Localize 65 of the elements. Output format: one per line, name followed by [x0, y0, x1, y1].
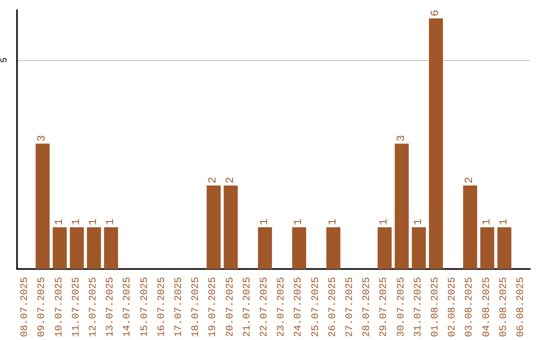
x-tick-label: 27.07.2025 — [344, 276, 356, 338]
data-label: 1 — [498, 218, 510, 226]
x-tick-label: 06.08.2025 — [516, 276, 527, 338]
bar — [104, 227, 118, 269]
x-tick-label: 15.07.2025 — [140, 276, 151, 338]
x-tick-label: 30.07.2025 — [396, 276, 408, 338]
bar — [497, 227, 512, 269]
data-label: 1 — [378, 218, 391, 226]
bar — [292, 227, 306, 269]
x-tick-label: 22.07.2025 — [259, 276, 270, 338]
bar — [86, 227, 101, 269]
bar — [428, 18, 443, 269]
x-tick-label: 02.08.2025 — [448, 276, 459, 338]
x-tick-label: 04.08.2025 — [482, 276, 493, 338]
bar — [36, 144, 50, 269]
y-tick-label: 5 — [0, 57, 10, 63]
data-label: 6 — [430, 10, 442, 16]
x-tick-label: 23.07.2025 — [276, 276, 288, 338]
data-label: 1 — [105, 218, 118, 226]
bar — [258, 227, 272, 269]
data-label: 3 — [396, 135, 408, 142]
x-tick-label: 17.07.2025 — [174, 276, 185, 338]
data-label: 2 — [208, 176, 220, 184]
x-tick-label: 26.07.2025 — [328, 276, 339, 338]
bar — [70, 227, 84, 269]
x-tick-label: 25.07.2025 — [310, 276, 322, 338]
data-label: 3 — [36, 135, 49, 142]
data-label: 1 — [70, 218, 83, 226]
x-tick-label: 14.07.2025 — [122, 276, 134, 338]
x-tick-label: 24.07.2025 — [294, 276, 305, 338]
bar — [378, 227, 392, 269]
x-tick-label: 08.07.2025 — [20, 276, 32, 338]
data-label: 2 — [464, 176, 476, 184]
x-tick-label: 03.08.2025 — [464, 276, 476, 338]
x-tick-label: 16.07.2025 — [156, 276, 168, 338]
x-tick-label: 12.07.2025 — [88, 276, 100, 338]
x-tick-label: 10.07.2025 — [54, 276, 66, 338]
x-tick-label: 01.08.2025 — [430, 276, 442, 338]
x-tick-label: 13.07.2025 — [106, 276, 117, 338]
x-tick-label: 21.07.2025 — [242, 276, 254, 338]
x-tick-label: 31.07.2025 — [413, 276, 424, 338]
bar — [480, 227, 494, 269]
data-label: 1 — [481, 218, 494, 226]
bar — [412, 227, 426, 269]
bar — [52, 227, 67, 269]
x-tick-label: 20.07.2025 — [225, 276, 236, 338]
data-label: 1 — [54, 218, 66, 226]
x-tick-label: 19.07.2025 — [208, 276, 220, 338]
bar — [206, 185, 221, 269]
data-label: 1 — [327, 218, 340, 226]
x-tick-label: 28.07.2025 — [362, 276, 374, 338]
data-label: 1 — [293, 218, 306, 226]
x-tick-label: 11.07.2025 — [71, 276, 82, 338]
bar — [394, 144, 409, 269]
x-tick-label: 18.07.2025 — [191, 276, 202, 338]
data-label: 1 — [258, 218, 271, 226]
data-label: 2 — [224, 176, 237, 184]
x-tick-label: 05.08.2025 — [498, 276, 510, 338]
x-tick-label: 09.07.2025 — [37, 276, 48, 338]
data-label: 1 — [412, 218, 425, 226]
x-tick-label: 29.07.2025 — [379, 276, 390, 338]
bar — [326, 227, 340, 269]
data-label: 1 — [88, 218, 100, 226]
bar — [224, 185, 238, 269]
bar — [463, 185, 478, 269]
